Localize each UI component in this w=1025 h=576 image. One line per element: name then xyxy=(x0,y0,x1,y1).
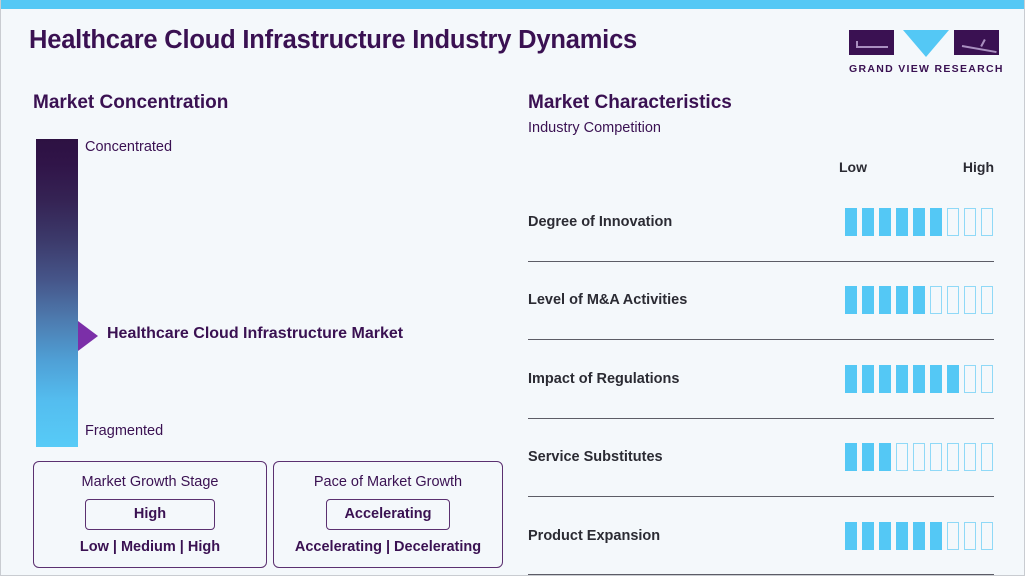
rating-tick-filled xyxy=(930,521,942,550)
rating-tick-empty xyxy=(964,364,976,393)
card-market-growth-stage: Market Growth Stage High Low | Medium | … xyxy=(33,461,267,568)
rating-tick-filled xyxy=(845,286,857,315)
card-pace-of-market-growth: Pace of Market Growth Accelerating Accel… xyxy=(272,461,503,568)
logo-dash-slash xyxy=(961,45,997,54)
rating-tick-empty xyxy=(964,521,976,550)
rating-tick-filled xyxy=(896,521,908,550)
rating-tick-empty xyxy=(930,443,942,472)
rating-tick-filled xyxy=(862,443,874,472)
market-characteristics-subtitle: Industry Competition xyxy=(528,120,661,136)
logo-dash-horizontal xyxy=(856,46,888,48)
rating-tick-filled xyxy=(862,286,874,315)
rating-tick-filled xyxy=(845,443,857,472)
logo-block-left-icon xyxy=(849,30,894,55)
rating-tick-empty xyxy=(913,443,925,472)
rating-tick-empty xyxy=(947,443,959,472)
card-value: High xyxy=(133,506,167,522)
rating-scale-labels: Low High xyxy=(839,159,994,175)
scale-label-concentrated: Concentrated xyxy=(85,139,173,155)
card-options: Accelerating | Decelerating xyxy=(294,539,482,555)
rating-tick-empty xyxy=(964,286,976,315)
rating-tick-filled xyxy=(913,521,925,550)
rating-tick-empty xyxy=(947,521,959,550)
summary-cards: Market Growth Stage High Low | Medium | … xyxy=(33,461,503,568)
characteristic-rating xyxy=(845,521,994,550)
characteristic-label: Level of M&A Activities xyxy=(528,292,688,309)
rating-tick-filled xyxy=(879,207,891,236)
rating-tick-filled xyxy=(845,207,857,236)
characteristic-row: Service Substitutes xyxy=(528,417,994,497)
rating-tick-filled xyxy=(879,443,891,472)
logo-wordmark: GRAND VIEW RESEARCH xyxy=(849,63,1004,75)
marker-label: Healthcare Cloud Infrastructure Market xyxy=(107,325,404,343)
rating-tick-filled xyxy=(930,364,942,393)
rating-tick-filled xyxy=(879,521,891,550)
card-value-box: Accelerating xyxy=(325,499,450,530)
rating-tick-filled xyxy=(930,207,942,236)
rating-tick-empty xyxy=(981,286,993,315)
rating-tick-filled xyxy=(845,364,857,393)
brand-logo: GRAND VIEW RESEARCH xyxy=(849,26,1004,80)
card-title: Pace of Market Growth xyxy=(313,474,463,490)
rating-tick-filled xyxy=(862,207,874,236)
characteristic-label: Service Substitutes xyxy=(528,449,663,466)
card-value: Accelerating xyxy=(344,506,432,522)
rating-tick-empty xyxy=(947,286,959,315)
rating-tick-empty xyxy=(981,364,993,393)
card-title: Market Growth Stage xyxy=(81,474,219,490)
logo-triangle-icon xyxy=(903,30,949,57)
characteristic-label: Degree of Innovation xyxy=(528,213,673,230)
characteristic-rating xyxy=(845,364,994,393)
scale-label-fragmented: Fragmented xyxy=(85,423,164,439)
market-characteristics-title: Market Characteristics xyxy=(528,92,732,113)
page-title: Healthcare Cloud Infrastructure Industry… xyxy=(29,26,638,54)
rating-tick-filled xyxy=(896,364,908,393)
characteristic-row: Impact of Regulations xyxy=(528,339,994,418)
rating-tick-filled xyxy=(845,521,857,550)
market-concentration-title: Market Concentration xyxy=(33,92,229,113)
concentration-gradient-bar xyxy=(36,139,78,447)
header: Healthcare Cloud Infrastructure Industry… xyxy=(1,9,1024,80)
characteristic-row: Degree of Innovation xyxy=(528,183,994,261)
characteristic-rating xyxy=(845,207,994,236)
top-accent-bar xyxy=(1,0,1024,9)
card-options: Low | Medium | High xyxy=(79,539,221,555)
marker-arrow-icon xyxy=(78,321,98,352)
rating-tick-empty xyxy=(947,207,959,236)
rating-tick-filled xyxy=(947,364,959,393)
rating-tick-filled xyxy=(913,207,925,236)
rating-tick-empty xyxy=(981,521,993,550)
rating-tick-filled xyxy=(896,207,908,236)
rating-tick-filled xyxy=(913,286,925,315)
logo-dash-vertical xyxy=(856,41,858,48)
characteristic-row: Product Expansion xyxy=(528,496,994,575)
rating-tick-filled xyxy=(913,364,925,393)
rating-tick-empty xyxy=(981,443,993,472)
card-value-box: High xyxy=(84,499,215,530)
rating-tick-empty xyxy=(981,207,993,236)
rating-tick-filled xyxy=(896,286,908,315)
logo-block-right-icon xyxy=(954,30,999,55)
rating-scale-low-label: Low xyxy=(839,159,867,175)
characteristic-rating xyxy=(845,443,994,472)
rating-tick-empty xyxy=(930,286,942,315)
rating-tick-empty xyxy=(964,443,976,472)
rating-tick-empty xyxy=(896,443,908,472)
market-concentration-panel: Market Concentration Concentrated Fragme… xyxy=(1,80,503,575)
logo-dash-slash-2 xyxy=(980,38,986,48)
characteristic-rating xyxy=(845,286,994,315)
market-characteristics-panel: Market Characteristics Industry Competit… xyxy=(506,80,1024,575)
rating-tick-filled xyxy=(862,521,874,550)
rating-tick-filled xyxy=(879,286,891,315)
characteristic-label: Impact of Regulations xyxy=(528,370,680,387)
rating-tick-filled xyxy=(862,364,874,393)
characteristics-rows: Degree of Innovation Level of M&A Activit… xyxy=(528,183,994,575)
characteristic-label: Product Expansion xyxy=(528,527,661,544)
characteristic-row: Level of M&A Activities xyxy=(528,260,994,340)
logo-marks xyxy=(849,26,999,59)
rating-tick-filled xyxy=(879,364,891,393)
rating-scale-high-label: High xyxy=(962,159,994,175)
rating-tick-empty xyxy=(964,207,976,236)
